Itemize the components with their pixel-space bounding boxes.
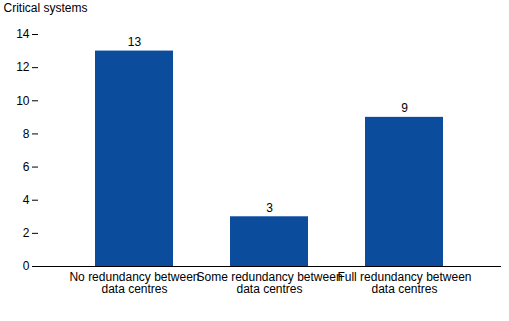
svg-text:Critical systems: Critical systems	[4, 1, 88, 15]
svg-text:3: 3	[266, 201, 273, 215]
svg-text:9: 9	[401, 101, 408, 115]
svg-text:2: 2	[23, 226, 30, 240]
svg-text:No redundancy betweendata cent: No redundancy betweendata centres	[69, 270, 199, 296]
svg-text:13: 13	[128, 35, 142, 49]
svg-text:12: 12	[16, 60, 30, 74]
svg-text:0: 0	[23, 259, 30, 273]
svg-text:6: 6	[23, 160, 30, 174]
svg-text:10: 10	[16, 94, 30, 108]
svg-text:Full redundancy betweendata ce: Full redundancy betweendata centres	[337, 270, 471, 296]
svg-text:Some redundancy betweendata ce: Some redundancy betweendata centres	[196, 270, 342, 296]
svg-text:8: 8	[23, 127, 30, 141]
svg-text:4: 4	[23, 193, 30, 207]
svg-text:14: 14	[16, 27, 30, 41]
